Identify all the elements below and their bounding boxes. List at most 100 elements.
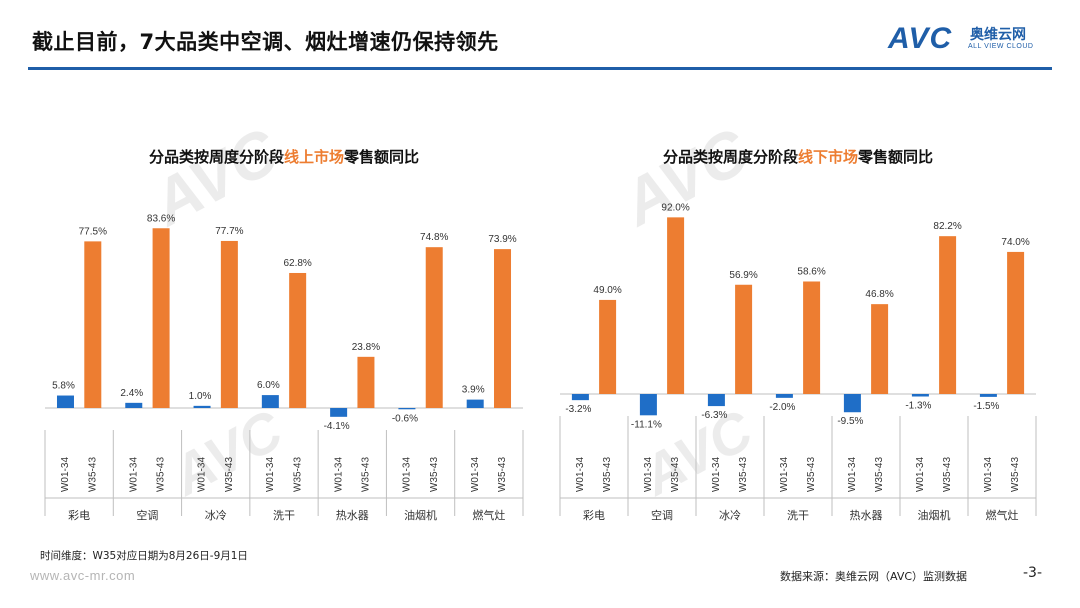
bar-w35-43 (871, 304, 889, 394)
x-tick-label: W35-43 (874, 457, 885, 492)
category-label: 油烟机 (918, 508, 951, 522)
x-tick-label: W01-34 (915, 457, 926, 492)
category-label: 油烟机 (404, 508, 437, 522)
data-label: -1.3% (905, 400, 931, 411)
x-tick-label: W01-34 (333, 457, 344, 492)
category-label: 空调 (651, 508, 673, 522)
category-label: 洗干 (273, 509, 295, 522)
data-source-note: 数据来源：奥维云网（AVC）监测数据 (780, 570, 968, 583)
x-tick-label: W01-34 (402, 457, 413, 492)
offline-sales-chart: 分品类按周度分阶段线下市场零售额同比 -3.2% W01-34 49.0% W35-43… (559, 148, 1037, 522)
data-label: -0.6% (392, 413, 418, 424)
data-label: 77.7% (215, 226, 243, 237)
data-label: 58.6% (797, 266, 825, 277)
bar-w01-34 (56, 395, 74, 408)
online-sales-chart: 分品类按周度分阶段线上市场零售额同比 5.8% W01-34 77.5% W35-43 彩… (44, 148, 524, 522)
category-label: 彩电 (583, 509, 605, 522)
x-tick-label: W35-43 (224, 457, 235, 492)
bar-w01-34 (330, 408, 348, 417)
data-label: -3.2% (565, 404, 591, 415)
time-dimension-note: 时间维度：W35对应日期为8月26日-9月1日 (40, 550, 248, 562)
data-label: 5.8% (52, 381, 75, 392)
x-tick-label: W35-43 (806, 457, 817, 492)
chart-title: 分品类按周度分阶段线下市场零售额同比 (663, 148, 933, 166)
data-label: 49.0% (593, 285, 621, 296)
x-tick-label: W35-43 (156, 457, 167, 492)
bar-w01-34 (193, 405, 211, 408)
bar-w01-34 (639, 394, 657, 416)
bar-w01-34 (775, 394, 793, 398)
data-label: -2.0% (769, 402, 795, 413)
data-label: -1.5% (973, 401, 999, 412)
logo-cn-text: 奥维云网 (970, 27, 1026, 43)
data-label: 92.0% (661, 202, 689, 213)
x-tick-label: W35-43 (87, 457, 98, 492)
x-tick-label: W01-34 (265, 457, 276, 492)
logo-en-text: ALL VIEW CLOUD (968, 43, 1034, 50)
bar-w01-34 (843, 394, 861, 413)
data-label: -11.1% (631, 419, 662, 430)
bar-w01-34 (911, 394, 929, 397)
data-label: 2.4% (120, 388, 143, 399)
data-label: 83.6% (147, 213, 175, 224)
x-tick-label: W01-34 (983, 457, 994, 492)
category-label: 洗干 (787, 509, 809, 522)
bar-w01-34 (466, 399, 484, 408)
bar-w35-43 (357, 356, 375, 408)
bar-w01-34 (398, 408, 416, 410)
x-tick-label: W01-34 (197, 457, 208, 492)
x-tick-label: W01-34 (847, 457, 858, 492)
x-tick-label: W01-34 (60, 457, 71, 492)
x-tick-label: W35-43 (738, 457, 749, 492)
data-label: 62.8% (283, 258, 311, 269)
data-label: -6.3% (701, 410, 727, 421)
bar-w35-43 (152, 228, 170, 408)
bar-w01-34 (571, 394, 589, 401)
page-title: 截止目前，7大品类中空调、烟灶增速仍保持领先 (32, 30, 499, 54)
category-label: 热水器 (336, 509, 369, 522)
category-label: 空调 (136, 508, 158, 522)
data-label: 56.9% (729, 270, 757, 281)
category-label: 冰冷 (719, 509, 741, 522)
x-tick-label: W35-43 (670, 457, 681, 492)
bar-w01-34 (125, 402, 143, 408)
bar-w35-43 (425, 247, 443, 408)
logo-avc-text: AVC (888, 22, 953, 55)
x-tick-label: W01-34 (711, 457, 722, 492)
bar-w35-43 (289, 272, 307, 408)
x-tick-label: W01-34 (779, 457, 790, 492)
x-tick-label: W35-43 (602, 457, 613, 492)
category-label: 燃气灶 (472, 508, 505, 522)
chart-title: 分品类按周度分阶段线上市场零售额同比 (149, 148, 419, 166)
category-label: 冰冷 (205, 509, 227, 522)
bar-w35-43 (735, 284, 753, 394)
header-divider (28, 67, 1052, 70)
data-label: 3.9% (462, 385, 485, 396)
x-tick-label: W35-43 (429, 457, 440, 492)
data-label: 6.0% (257, 380, 280, 391)
bar-w35-43 (220, 240, 238, 408)
x-tick-label: W35-43 (1010, 457, 1021, 492)
data-label: 1.0% (189, 391, 212, 402)
data-label: 74.0% (1001, 237, 1029, 248)
bar-w35-43 (84, 241, 102, 408)
x-tick-label: W01-34 (643, 457, 654, 492)
data-label: -4.1% (324, 421, 350, 432)
category-label: 热水器 (850, 509, 883, 522)
data-label: 77.5% (79, 226, 107, 237)
bar-w01-34 (707, 394, 725, 407)
bar-w35-43 (599, 299, 617, 394)
bar-w35-43 (494, 249, 512, 408)
page-number: -3- (1023, 565, 1043, 581)
x-tick-label: W35-43 (497, 457, 508, 492)
bar-w35-43 (1007, 251, 1025, 394)
bar-w35-43 (667, 217, 685, 394)
website-link[interactable]: www.avc-mr.com (30, 568, 136, 583)
data-label: 74.8% (420, 232, 448, 243)
bar-w01-34 (979, 394, 997, 397)
x-tick-label: W01-34 (575, 457, 586, 492)
data-label: 46.8% (865, 289, 893, 300)
bar-w01-34 (261, 395, 279, 408)
data-label: 82.2% (933, 221, 961, 232)
bar-w35-43 (939, 236, 957, 394)
